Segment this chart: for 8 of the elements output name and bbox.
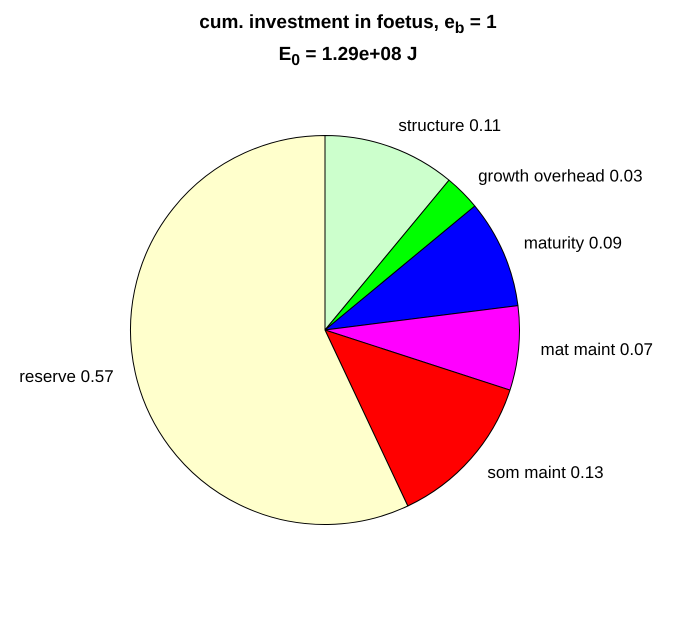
slice-label: reserve 0.57 — [19, 366, 114, 386]
slice-label: growth overhead 0.03 — [478, 166, 643, 186]
chart-title: cum. investment in foetus, e$_{b}$ = 1 — [198, 11, 498, 38]
slice-label: maturity 0.09 — [524, 233, 622, 252]
chart-subtitle: E$_{0}$ = 1.29e+08 J — [278, 42, 418, 70]
slice-label: som maint 0.13 — [487, 462, 604, 482]
slice-label: mat maint 0.07 — [540, 340, 653, 359]
slice-label: structure 0.11 — [398, 116, 502, 135]
